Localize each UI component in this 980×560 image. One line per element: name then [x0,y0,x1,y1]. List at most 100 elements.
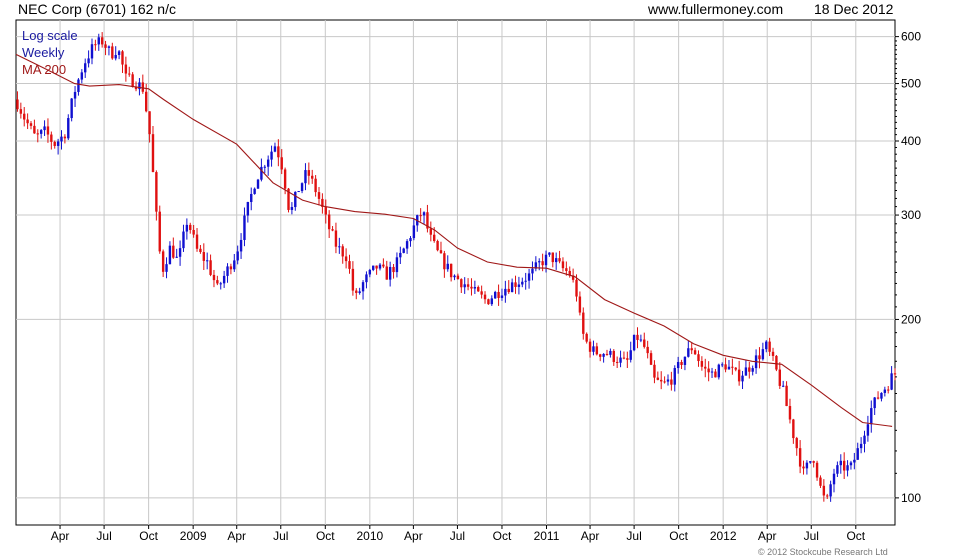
candle-body [439,250,443,254]
candle-body [16,99,19,110]
x-tick-label: Apr [404,529,423,543]
candle-body [873,397,876,409]
candle-body [883,389,887,393]
candle-body [731,366,734,368]
y-tick-label: 500 [901,77,921,91]
candle-body [517,284,521,287]
candle-body [378,264,382,269]
candle-body [836,465,839,474]
candle-body [819,477,822,486]
candle-body [382,264,385,267]
candle-body [260,166,263,180]
candle-body [436,241,439,251]
candle-body [229,266,233,270]
candle-body [226,266,229,276]
candle-body [507,288,510,293]
candle-body [619,357,622,363]
candle-body [175,256,178,258]
candle-body [266,159,270,167]
x-tick-label: Oct [316,529,335,543]
candle-body [887,389,890,391]
candle-body [798,448,802,467]
candle-body [768,341,771,352]
candle-body [148,111,151,135]
candle-body [890,373,893,390]
candle-body [314,178,317,193]
candle-body [327,214,331,230]
candle-body [880,392,883,399]
y-tick-label: 100 [901,491,921,505]
candle-body [846,465,849,471]
ma-200-line [15,53,893,427]
candle-body [765,341,768,350]
candle-body [565,268,568,271]
candle-body [683,356,687,365]
x-tick-label: 2012 [710,529,737,543]
candle-body [761,349,765,360]
x-tick-label: 2009 [180,529,207,543]
candle-body [33,125,36,134]
candle-body [283,169,287,189]
candle-body [189,224,192,230]
candle-body [636,334,639,340]
candle-body [97,37,100,45]
candle-body [487,299,490,305]
candle-body [141,82,145,92]
source-url[interactable]: www.fullermoney.com [648,1,784,17]
candle-body [687,348,690,357]
candle-body [56,141,60,146]
x-tick-label: 2010 [356,529,383,543]
candle-body [80,72,84,80]
candle-body [300,183,304,192]
candle-body [541,261,544,266]
copyright: © 2012 Stockcube Research Ltd [758,547,888,557]
candle-body [128,73,131,75]
candle-body [568,270,571,276]
candle-body [829,484,832,497]
candle-body [615,361,619,363]
candle-body [446,263,449,270]
candle-body [534,262,538,269]
grid [16,20,895,525]
candle-body [788,406,792,420]
candle-body [385,266,388,280]
candle-body [199,248,202,253]
candle-body [402,248,405,253]
x-tick-label: Jul [450,529,465,543]
candle-body [680,361,683,365]
x-tick-label: Oct [846,529,865,543]
y-tick-label: 300 [901,208,921,222]
candle-body [172,245,175,258]
candle-body [412,225,416,239]
candle-body [571,275,575,280]
candle-body [73,91,77,99]
x-tick-label: Jul [96,529,111,543]
candle-body [212,274,216,281]
candle-body [670,379,673,385]
candle-body [145,91,148,112]
candle-body [585,333,588,342]
candle-body [792,419,795,439]
candle-body [344,256,348,262]
candle-body [375,265,378,269]
candle-body [704,366,707,369]
x-tick-label: Apr [758,529,777,543]
candle-body [243,215,246,240]
candle-body [775,355,778,370]
candle-body [121,51,124,65]
candle-body [87,58,90,64]
candle-body [185,224,189,232]
candle-body [470,286,473,289]
candle-body [39,130,43,134]
candle-body [866,424,870,436]
candle-body [151,134,155,173]
candle-body [626,358,629,360]
candle-body [131,74,134,87]
candle-body [124,64,128,74]
candle-body [595,346,599,355]
legend-scale: Log scale [22,28,78,43]
candle-body [588,341,592,352]
candle-body [592,346,595,352]
candle-body [419,215,422,217]
candle-body [778,369,782,386]
